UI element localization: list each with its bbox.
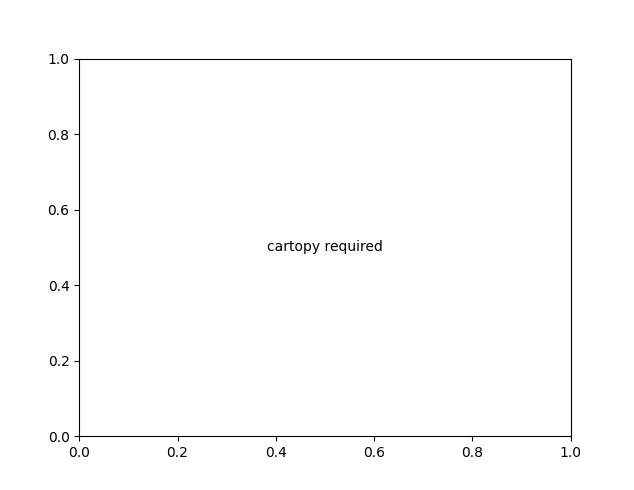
Text: cartopy required: cartopy required (267, 241, 383, 254)
